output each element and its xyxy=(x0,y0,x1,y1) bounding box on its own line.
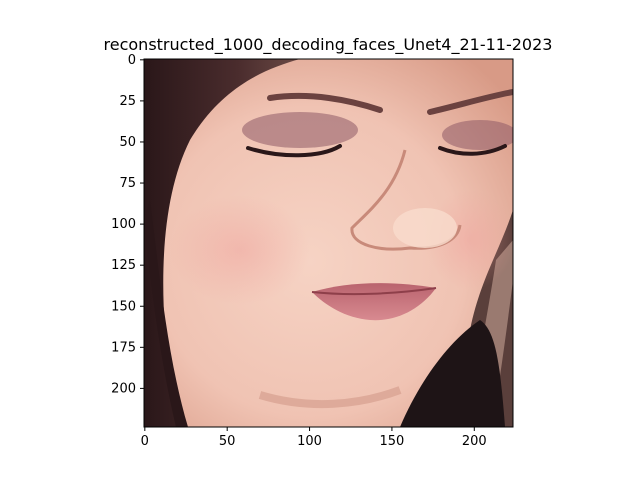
chart-title: reconstructed_1000_decoding_faces_Unet4_… xyxy=(104,35,553,55)
y-tick-label: 200 xyxy=(111,381,136,396)
eye-right xyxy=(438,144,507,156)
x-tick-label: 0 xyxy=(141,434,149,449)
y-tick-label: 150 xyxy=(111,299,136,314)
y-tick-label: 25 xyxy=(119,94,136,109)
eyeshadow-left xyxy=(242,112,358,148)
y-axis: 0 25 50 75 100 125 150 175 200 xyxy=(111,53,144,396)
x-tick-label: 200 xyxy=(462,434,487,449)
y-tick-label: 125 xyxy=(111,258,136,273)
eye-left xyxy=(246,144,342,158)
dark-background xyxy=(400,320,505,427)
x-tick-label: 50 xyxy=(219,434,236,449)
hair-left xyxy=(144,59,300,427)
axes-frame xyxy=(143,58,514,428)
y-tick-label: 175 xyxy=(111,340,136,355)
y-tick-label: 75 xyxy=(119,176,136,191)
eyebrow-left xyxy=(267,92,383,113)
y-tick-label: 100 xyxy=(111,217,136,232)
cheek-left xyxy=(170,195,310,305)
lip-line xyxy=(311,287,437,296)
y-tick-label: 0 xyxy=(128,53,136,68)
x-tick-label: 100 xyxy=(297,434,322,449)
eyeshadow-right xyxy=(442,120,513,150)
y-tick-label: 50 xyxy=(119,135,136,150)
x-axis: 0 50 100 150 200 xyxy=(141,427,487,449)
eyebrow-right xyxy=(427,89,513,115)
face-image xyxy=(144,59,513,427)
jaw-shadow xyxy=(258,386,402,409)
x-tick-label: 150 xyxy=(380,434,405,449)
hair-strand-left xyxy=(144,200,188,427)
nose-tip xyxy=(393,208,457,248)
